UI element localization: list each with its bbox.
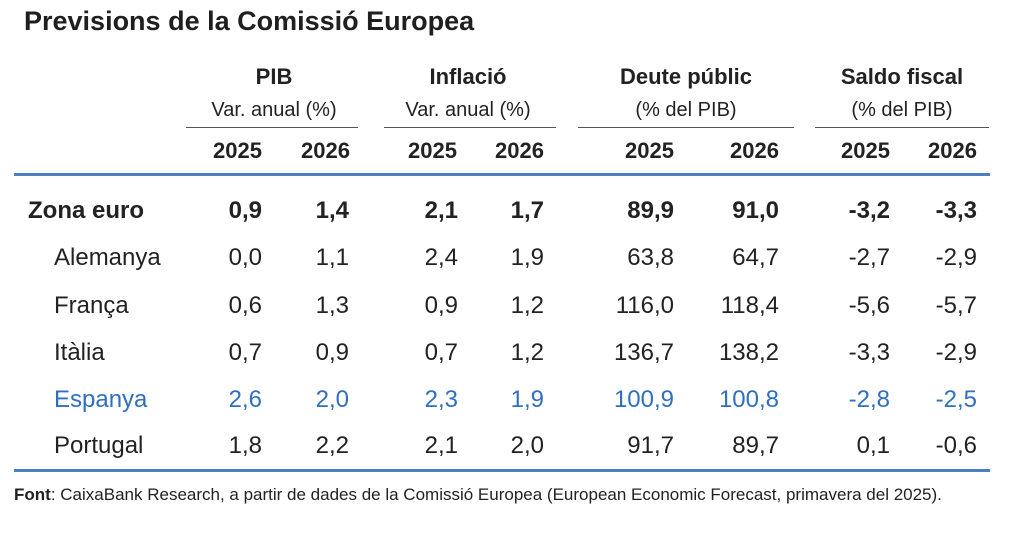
cell-value: 136,7 [613,339,674,366]
group-sub-inflacio: Var. anual (%) [405,99,531,121]
source-note: Font: CaixaBank Research, a partir de da… [14,483,994,507]
group-sub-saldo: (% del PIB) [851,99,953,121]
cell-value: -2,9 [935,244,977,271]
cell-value: 2,6 [228,386,262,413]
group-underline-inflacio [384,127,556,128]
group-title-saldo: Saldo fiscal [840,64,964,89]
cell-value: 0,7 [228,339,262,366]
table-title: Previsions de la Comissió Europea [24,6,475,36]
cell-value: 0,9 [424,292,458,319]
cell-value: 100,9 [613,386,674,413]
cell-value: 0,9 [315,339,349,366]
cell-value: 89,9 [627,197,674,224]
cell-value: 0,9 [228,197,262,224]
cell-value: 100,8 [718,386,779,413]
cell-value: 1,9 [510,386,544,413]
cell-value: 2,0 [510,432,544,459]
cell-value: -5,7 [935,292,977,319]
year-header: 2025 [625,138,674,163]
table-row-highlighted: Espanya 2,6 2,0 2,3 1,9 100,9 100,8 -2,8… [0,386,1012,432]
year-header: 2025 [841,138,890,163]
year-header: 2026 [301,138,350,163]
cell-value: 2,1 [424,197,458,224]
cell-value: -2,7 [848,244,890,271]
year-header: 2026 [730,138,779,163]
cell-value: 118,4 [720,292,779,319]
cell-value: -3,3 [935,197,977,224]
cell-value: -2,9 [935,339,977,366]
group-underline-pib [186,127,358,128]
cell-value: 91,7 [627,432,674,459]
cell-value: 64,7 [732,244,779,271]
cell-value: 2,3 [424,386,458,413]
group-sub-deute: (% del PIB) [635,99,737,121]
cell-value: 2,0 [315,386,349,413]
header-rule [14,173,990,176]
cell-value: 0,0 [228,244,262,271]
cell-value: 1,2 [510,292,544,319]
table-row: Zona euro 0,9 1,4 2,1 1,7 89,9 91,0 -3,2… [0,197,1012,243]
cell-value: -0,6 [935,432,977,459]
row-label: França [54,292,129,319]
cell-value: -2,8 [848,386,890,413]
cell-value: 1,2 [510,339,544,366]
cell-value: -3,3 [848,339,890,366]
cell-value: 1,4 [315,197,349,224]
group-title-pib: PIB [255,64,293,89]
footer-rule [14,469,990,472]
source-label: Font [14,485,51,504]
cell-value: 0,6 [228,292,262,319]
row-label: Itàlia [54,339,105,366]
cell-value: -3,2 [848,197,890,224]
cell-value: 2,2 [315,432,349,459]
year-header: 2025 [408,138,457,163]
cell-value: 1,3 [315,292,349,319]
cell-value: 89,7 [732,432,779,459]
cell-value: 116,0 [615,292,674,319]
cell-value: -5,6 [848,292,890,319]
year-header: 2026 [928,138,977,163]
group-sub-pib: Var. anual (%) [211,99,337,121]
group-underline-deute [578,127,794,128]
year-header: 2025 [213,138,262,163]
cell-value: 0,1 [856,432,890,459]
cell-value: 2,1 [424,432,458,459]
row-label: Portugal [54,432,144,459]
group-title-deute: Deute públic [619,64,752,89]
cell-value: 91,0 [732,197,779,224]
table-row: Alemanya 0,0 1,1 2,4 1,9 63,8 64,7 -2,7 … [0,244,1012,290]
row-label: Zona euro [28,197,145,224]
year-header: 2026 [495,138,544,163]
source-text: : CaixaBank Research, a partir de dades … [50,485,942,504]
cell-value: -2,5 [935,386,977,413]
table-row: França 0,6 1,3 0,9 1,2 116,0 118,4 -5,6 … [0,292,1012,338]
cell-value: 0,7 [424,339,458,366]
row-label: Alemanya [54,244,161,271]
table-row: Portugal 1,8 2,2 2,1 2,0 91,7 89,7 0,1 -… [0,432,1012,478]
group-title-inflacio: Inflació [429,64,507,89]
cell-value: 1,8 [228,432,262,459]
cell-value: 138,2 [718,339,779,366]
cell-value: 1,9 [510,244,544,271]
cell-value: 1,7 [510,197,544,224]
group-underline-saldo [815,127,989,128]
cell-value: 63,8 [627,244,674,271]
table-row: Itàlia 0,7 0,9 0,7 1,2 136,7 138,2 -3,3 … [0,339,1012,385]
row-label: Espanya [54,386,148,413]
cell-value: 1,1 [315,244,349,271]
cell-value: 2,4 [424,244,458,271]
